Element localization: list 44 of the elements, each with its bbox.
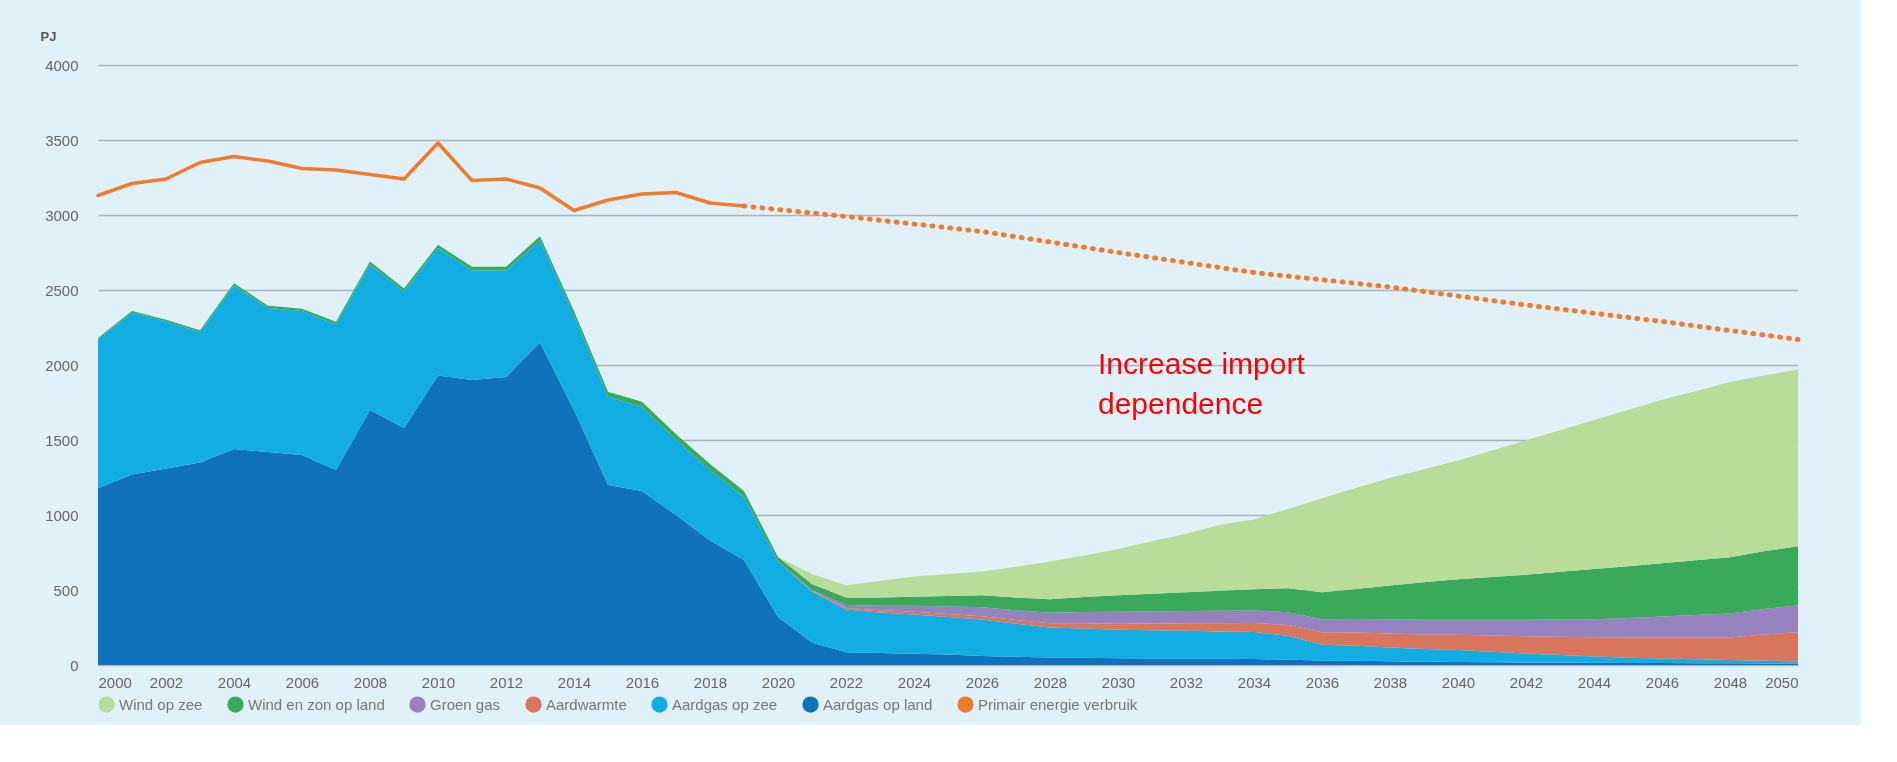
x-tick-label: 2006: [285, 673, 320, 691]
y-axis-title: PJ: [40, 28, 57, 44]
x-tick-label: 2008: [353, 673, 388, 691]
y-tick-label: 1000: [45, 506, 79, 524]
legend-label: Groen gas: [430, 695, 501, 713]
x-tick-label: 2028: [1033, 673, 1068, 691]
x-tick-label: 2038: [1373, 673, 1408, 691]
x-tick-label: 2024: [897, 673, 932, 691]
legend-label: Wind op zee: [119, 695, 203, 713]
x-tick-label: 2044: [1577, 673, 1612, 691]
x-tick-label: 2018: [693, 673, 728, 691]
x-tick-label: 2020: [761, 673, 796, 691]
x-tick-label: 2030: [1101, 673, 1136, 691]
y-tick-label: 3500: [45, 131, 79, 149]
legend-label: Aardgas op land: [823, 695, 933, 713]
legend-label: Aardgas op zee: [672, 695, 778, 713]
x-tick-label: 2042: [1509, 673, 1544, 691]
y-tick-label: 4000: [45, 56, 79, 74]
x-tick-label: 2040: [1441, 673, 1476, 691]
x-tick-label: 2004: [217, 673, 252, 691]
x-tick-label: 2002: [149, 673, 184, 691]
x-tick-label: 2048: [1713, 673, 1748, 691]
x-tick-label: 2032: [1169, 673, 1204, 691]
x-tick-label: 2034: [1237, 673, 1272, 691]
y-tick-label: 0: [70, 656, 79, 674]
y-tick-label: 2000: [45, 356, 79, 374]
legend-label: Primair energie verbruik: [978, 695, 1138, 713]
x-tick-label: 2026: [965, 673, 1000, 691]
x-tick-label: 2012: [489, 673, 524, 691]
legend-label: Wind en zon op land: [248, 695, 385, 713]
legend-label: Aardwarmte: [546, 695, 627, 713]
x-tick-label: 2010: [421, 673, 456, 691]
x-tick-label: 2000: [98, 673, 132, 691]
x-tick-label: 2016: [625, 673, 660, 691]
y-tick-label: 500: [53, 581, 79, 599]
x-tick-label: 2036: [1305, 673, 1340, 691]
x-tick-label: 2050: [1765, 673, 1799, 691]
y-tick-label: 2500: [45, 281, 79, 299]
y-tick-label: 1500: [45, 431, 79, 449]
x-tick-label: 2022: [829, 673, 864, 691]
y-tick-label: 3000: [45, 206, 79, 224]
annotation: Increase import dependence: [1098, 347, 1306, 420]
x-tick-label: 2046: [1645, 673, 1680, 691]
x-tick-label: 2014: [557, 673, 592, 691]
